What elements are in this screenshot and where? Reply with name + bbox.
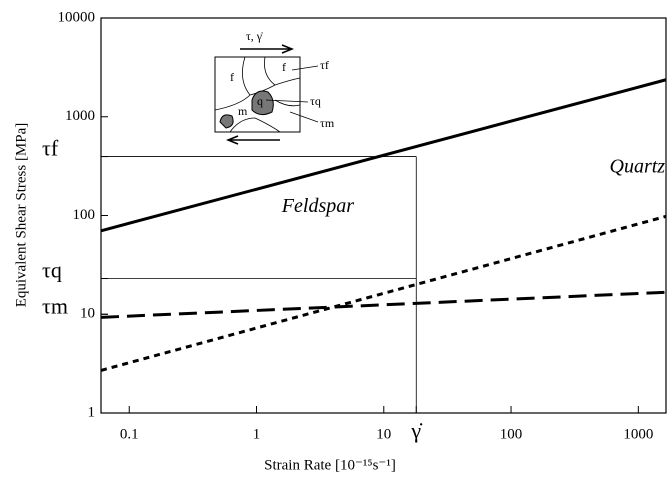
x-tick-label: 0.1 — [120, 426, 139, 442]
series-label: Feldspar — [281, 195, 354, 217]
inset: τ, γ̇ f f q m τf τq τm — [214, 29, 335, 145]
x-tick-label: 1 — [253, 426, 261, 442]
series-line — [100, 214, 667, 372]
series-label: Quartz — [610, 155, 666, 177]
quartz-grain — [251, 90, 274, 116]
stress-label: τm — [320, 116, 335, 130]
y-tick-label: 1000 — [65, 108, 95, 124]
shear-arrow — [240, 44, 295, 54]
y-tick-label: τm — [42, 293, 68, 318]
plot-frame — [100, 17, 667, 414]
x-tick-label: γ̇ — [410, 418, 423, 443]
grain-label: m — [238, 104, 248, 118]
shear-arrow — [225, 135, 280, 145]
grain-label: f — [282, 60, 286, 74]
grain-label: q — [257, 94, 263, 108]
inset-shear-label: τ, γ̇ — [246, 29, 263, 43]
x-axis-label: Strain Rate [10⁻¹⁵s⁻¹] — [264, 457, 396, 473]
y-tick-label: τq — [42, 258, 62, 283]
series-line — [100, 290, 667, 319]
y-tick-label: 100 — [73, 207, 96, 223]
y-tick-label: 1 — [88, 404, 96, 420]
grain-label: f — [230, 70, 234, 84]
stress-label: τf — [320, 58, 329, 72]
stress-label: τq — [310, 94, 321, 108]
y-tick-label: 10 — [80, 306, 95, 322]
x-tick-label: 100 — [500, 426, 523, 442]
leader-line — [265, 65, 319, 123]
y-tick-label: τf — [42, 136, 59, 161]
mica-grain — [219, 114, 234, 129]
y-axis-label: Equivalent Shear Stress [MPa] — [13, 123, 29, 308]
series-line — [100, 78, 667, 233]
x-tick-label: 10 — [376, 426, 391, 442]
x-tick-label: 1000 — [623, 426, 653, 442]
y-tick-label: 10000 — [58, 9, 96, 25]
